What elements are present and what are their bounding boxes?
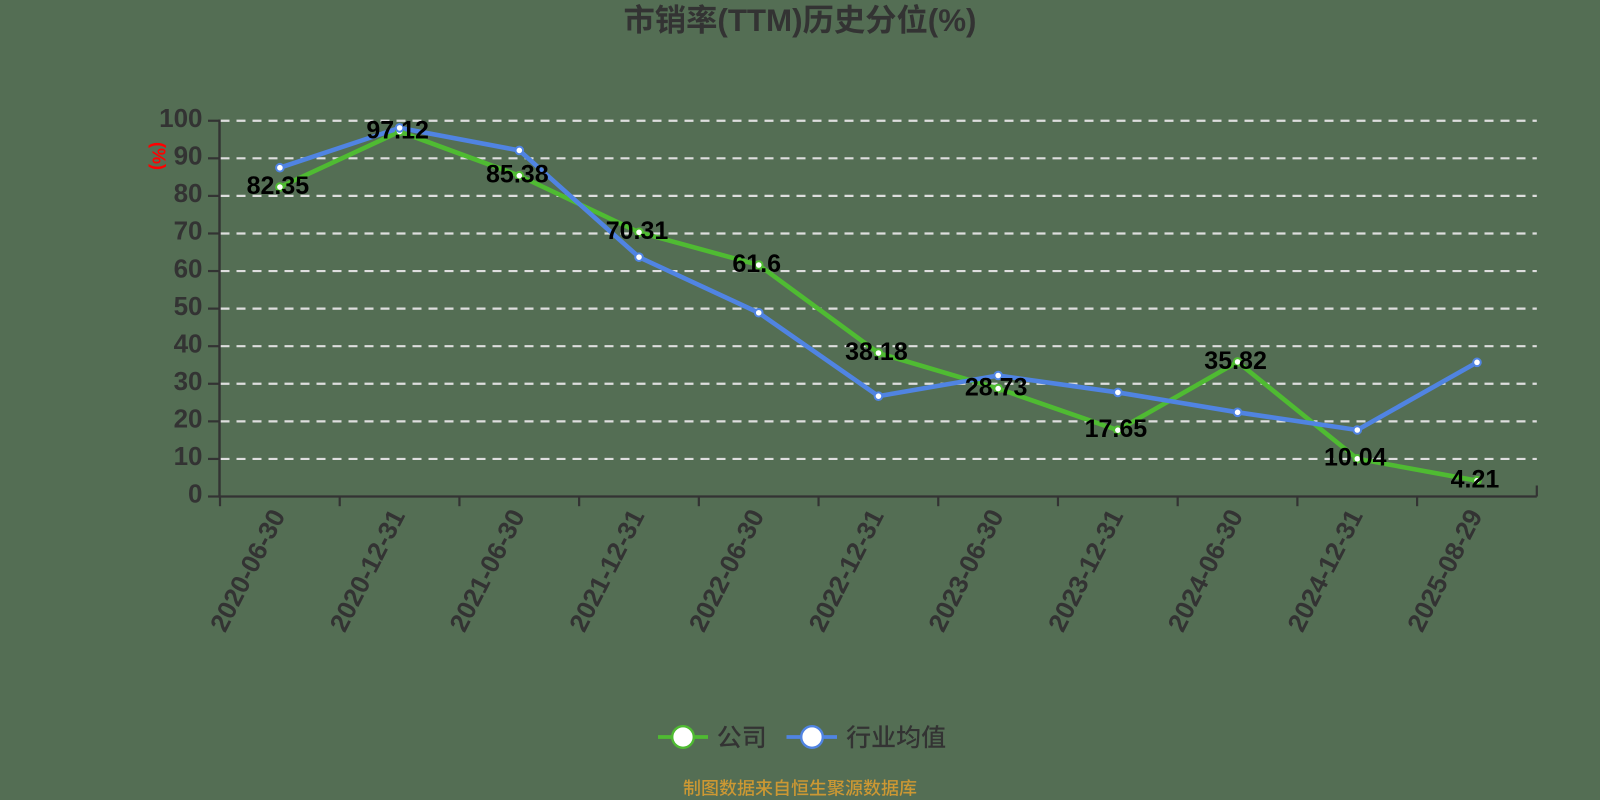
svg-text:10: 10 xyxy=(174,441,203,471)
svg-text:17.65: 17.65 xyxy=(1085,415,1148,443)
svg-text:85.38: 85.38 xyxy=(486,161,549,189)
svg-text:100: 100 xyxy=(159,103,202,133)
svg-text:0: 0 xyxy=(188,479,202,509)
svg-text:70.31: 70.31 xyxy=(606,217,669,245)
svg-text:40: 40 xyxy=(174,328,203,358)
svg-text:61.6: 61.6 xyxy=(732,250,781,278)
svg-text:(%): (%) xyxy=(149,142,169,170)
svg-text:28.73: 28.73 xyxy=(965,373,1028,401)
svg-text:38.18: 38.18 xyxy=(845,338,908,366)
svg-text:10.04: 10.04 xyxy=(1324,444,1387,472)
svg-text:80: 80 xyxy=(174,178,203,208)
svg-text:50: 50 xyxy=(174,291,203,321)
svg-text:90: 90 xyxy=(174,141,203,171)
svg-text:82.35: 82.35 xyxy=(247,172,310,200)
svg-text:20: 20 xyxy=(174,404,203,434)
svg-text:30: 30 xyxy=(174,366,203,396)
svg-text:4.21: 4.21 xyxy=(1451,466,1500,494)
svg-text:97.12: 97.12 xyxy=(366,116,429,144)
svg-text:(TTM): (TTM) xyxy=(717,3,802,38)
svg-text:35.82: 35.82 xyxy=(1204,347,1267,375)
svg-text:60: 60 xyxy=(174,253,203,283)
svg-text:70: 70 xyxy=(174,216,203,246)
svg-text:(%): (%) xyxy=(928,3,977,38)
